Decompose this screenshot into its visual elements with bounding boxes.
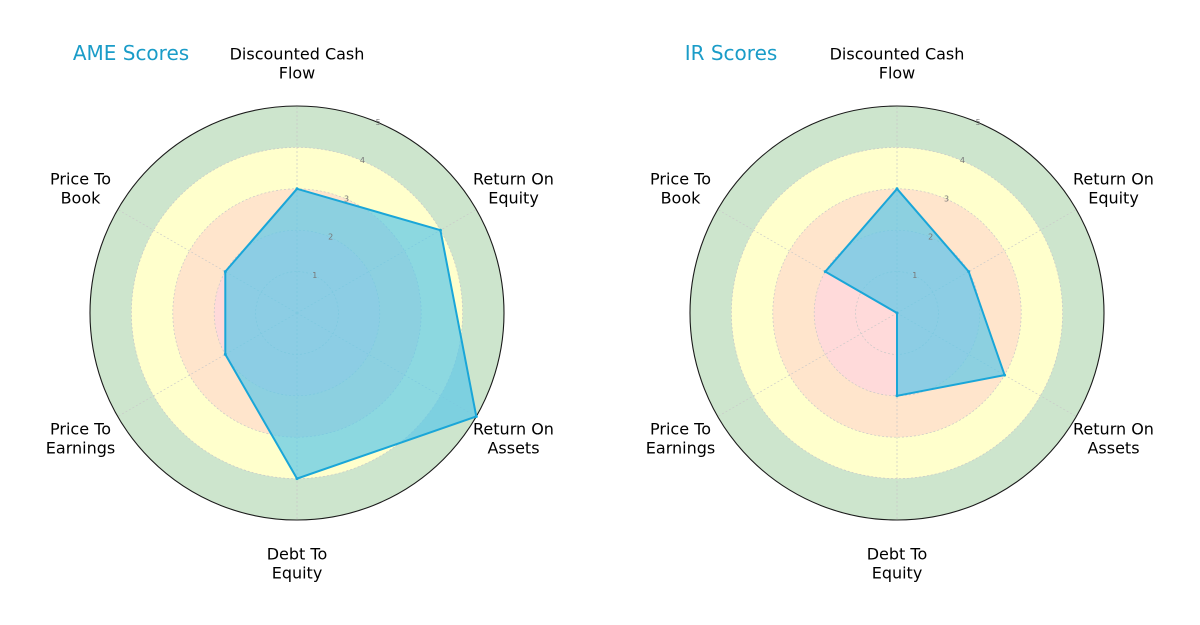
axis-spoke: [717, 209, 898, 314]
outer-frame: [689, 105, 1105, 521]
category-label: Return On Equity: [473, 170, 554, 208]
radial-tick-label: 4: [360, 156, 365, 165]
radial-tick-label: 5: [376, 118, 381, 127]
axis-spoke: [896, 312, 1077, 417]
category-label: Price To Book: [50, 170, 111, 208]
radial-tick-label: 1: [312, 271, 317, 280]
ir-radar-chart: 1 2 3 4 5 Discounted Cash Flow Return On Equity R…: [646, 41, 1154, 583]
axis-spoke: [117, 312, 298, 417]
axis-spoke: [896, 209, 1077, 314]
axis-spoke: [117, 209, 298, 314]
score-point: [295, 477, 299, 481]
category-label: Price To Book: [650, 170, 711, 208]
radial-tick-label: 2: [928, 233, 933, 242]
score-point: [823, 270, 827, 274]
score-point: [438, 228, 442, 232]
score-point: [1003, 373, 1007, 377]
category-label: Debt To Equity: [267, 545, 328, 583]
score-point: [474, 415, 478, 418]
score-point: [895, 187, 899, 191]
category-label: Return On Equity: [1073, 170, 1154, 208]
category-label: Price To Earnings: [46, 420, 115, 458]
chart-title: AME Scores: [73, 41, 189, 65]
score-point: [295, 187, 299, 191]
score-point: [895, 394, 899, 398]
category-label: Return On Assets: [1073, 420, 1154, 458]
category-label: Discounted Cash Flow: [830, 45, 965, 83]
category-label: Return On Assets: [473, 420, 554, 458]
score-point: [223, 352, 227, 356]
category-label: Debt To Equity: [867, 545, 928, 583]
radial-tick-label: 1: [912, 271, 917, 280]
radial-tick-label: 4: [960, 156, 965, 165]
category-label: Discounted Cash Flow: [230, 45, 365, 83]
outer-frame: [89, 105, 505, 521]
score-point: [967, 270, 971, 274]
score-point: [223, 270, 227, 274]
chart-title: IR Scores: [685, 41, 778, 65]
radial-tick-label: 3: [944, 194, 949, 203]
radial-tick-label: 2: [328, 233, 333, 242]
radial-tick-label: 3: [344, 194, 349, 203]
axis-spoke: [717, 312, 898, 417]
category-label: Price To Earnings: [646, 420, 715, 458]
radial-tick-label: 5: [976, 118, 981, 127]
ame-radar-chart: 1 2 3 4 5 Discounted Cash Flow Return On Equity R…: [46, 41, 554, 583]
axis-spoke: [296, 209, 477, 314]
score-point: [895, 311, 899, 315]
